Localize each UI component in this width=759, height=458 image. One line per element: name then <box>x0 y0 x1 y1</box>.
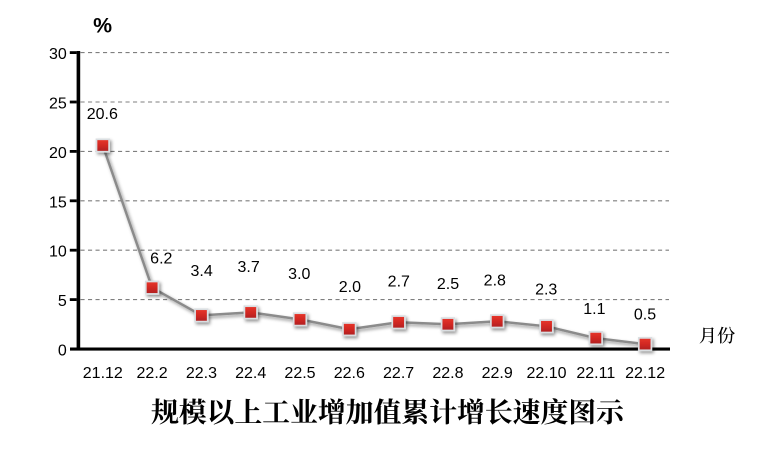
svg-text:22.4: 22.4 <box>235 365 266 382</box>
svg-text:2.3: 2.3 <box>535 281 557 298</box>
svg-text:22.7: 22.7 <box>383 365 414 382</box>
svg-text:22.5: 22.5 <box>284 365 315 382</box>
svg-text:25: 25 <box>49 96 67 113</box>
svg-text:22.11: 22.11 <box>576 365 615 382</box>
svg-text:3.0: 3.0 <box>288 266 310 283</box>
svg-text:%: % <box>93 13 112 37</box>
svg-text:3.7: 3.7 <box>237 259 259 276</box>
svg-text:0.5: 0.5 <box>634 307 656 324</box>
svg-text:22.9: 22.9 <box>482 365 513 382</box>
svg-text:0: 0 <box>58 343 67 360</box>
svg-text:10: 10 <box>49 244 67 261</box>
svg-text:2.8: 2.8 <box>484 273 506 290</box>
svg-text:22.12: 22.12 <box>625 365 665 382</box>
svg-text:22.10: 22.10 <box>526 365 566 382</box>
svg-text:2.0: 2.0 <box>339 279 361 296</box>
svg-text:20.6: 20.6 <box>87 106 118 123</box>
svg-text:5: 5 <box>58 293 67 310</box>
svg-text:1.1: 1.1 <box>583 301 605 318</box>
svg-text:6.2: 6.2 <box>150 250 172 267</box>
svg-text:3.4: 3.4 <box>190 263 212 280</box>
svg-text:2.7: 2.7 <box>388 274 410 291</box>
svg-text:20: 20 <box>49 145 67 162</box>
svg-text:2.5: 2.5 <box>437 276 459 293</box>
svg-text:22.3: 22.3 <box>186 365 217 382</box>
svg-text:22.2: 22.2 <box>137 365 168 382</box>
svg-text:30: 30 <box>49 46 67 63</box>
svg-text:15: 15 <box>49 194 67 211</box>
svg-text:22.6: 22.6 <box>334 365 365 382</box>
svg-text:22.8: 22.8 <box>432 365 463 382</box>
svg-text:21.12: 21.12 <box>83 365 123 382</box>
